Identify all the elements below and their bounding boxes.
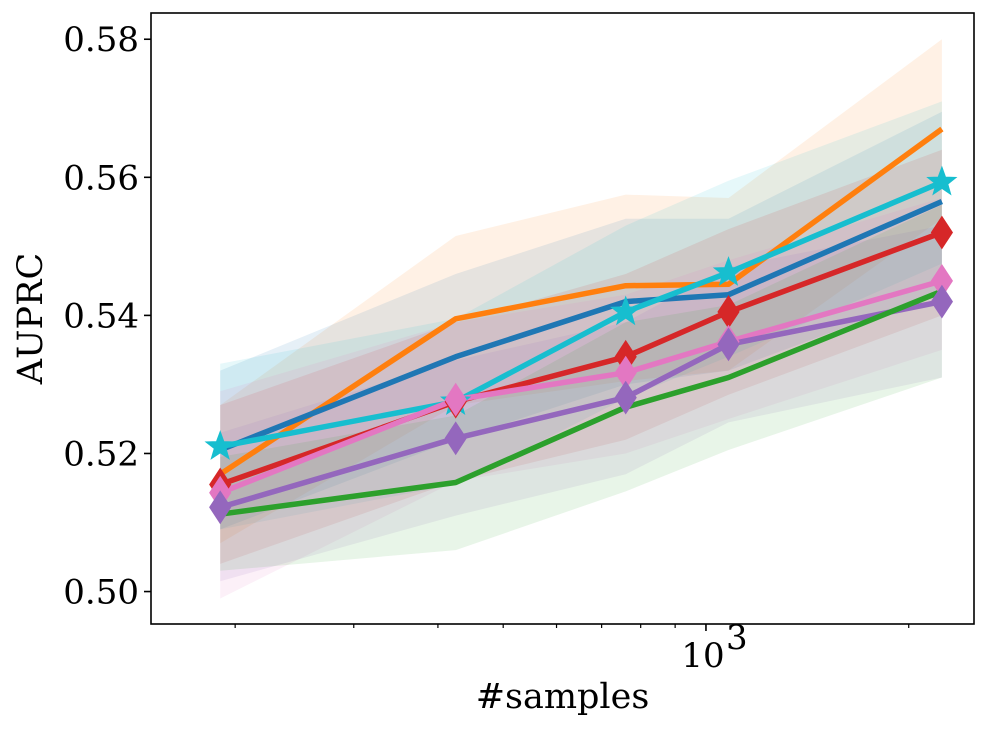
point-purple bbox=[717, 327, 740, 362]
point-purple bbox=[930, 284, 953, 319]
series-markers bbox=[204, 165, 958, 525]
band-blue bbox=[220, 111, 942, 530]
y-tick-label: 0.58 bbox=[63, 20, 139, 60]
line-orange bbox=[218, 126, 944, 477]
point-cyan bbox=[204, 430, 236, 460]
point-cyan bbox=[610, 295, 642, 326]
point-purple bbox=[209, 490, 232, 525]
x-axis-label: #samples bbox=[476, 677, 650, 717]
y-axis: 0.50 0.52 0.54 0.56 0.58 bbox=[63, 20, 151, 613]
band-orange bbox=[220, 39, 942, 544]
y-tick-label: 0.56 bbox=[63, 158, 139, 198]
point-purple bbox=[444, 421, 467, 456]
y-tick-label: 0.50 bbox=[63, 573, 139, 613]
y-tick-label: 0.52 bbox=[63, 434, 139, 474]
point-cyan bbox=[712, 256, 745, 286]
x-tick-label: 10 bbox=[681, 636, 724, 676]
point-red bbox=[930, 215, 953, 250]
x-axis: 10 3 bbox=[234, 618, 910, 676]
band-green bbox=[220, 204, 942, 571]
point-cyan bbox=[926, 165, 958, 196]
y-axis-label: AUPRC bbox=[11, 253, 51, 385]
band-red bbox=[220, 149, 942, 564]
point-purple bbox=[614, 380, 637, 415]
y-tick-label: 0.54 bbox=[63, 296, 139, 336]
point-pink bbox=[444, 382, 467, 417]
x-tick-label-exponent: 3 bbox=[726, 618, 748, 658]
plot-frame bbox=[150, 12, 975, 625]
